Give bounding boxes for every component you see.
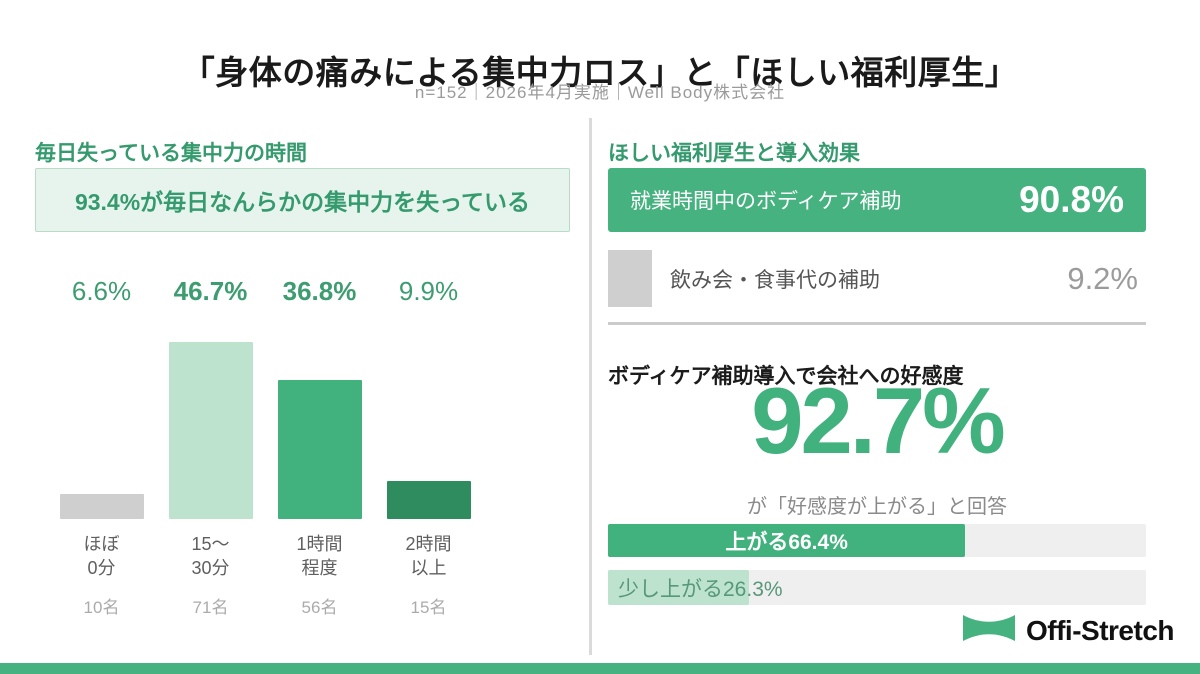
category-label: ほぼ 0分 bbox=[83, 534, 120, 578]
stretch-band-icon bbox=[962, 613, 1016, 648]
bar-column: 36.8% 1時間 程度 56名 bbox=[265, 276, 374, 618]
bottom-accent-strip bbox=[0, 663, 1200, 674]
focus-loss-bar-chart: 6.6% ほぼ 0分 10名 46.7% 15〜 30分 71名 36.8% bbox=[47, 276, 483, 618]
count-label: 56名 bbox=[301, 598, 338, 617]
percent-label: 46.7% bbox=[173, 276, 248, 306]
category-label: 15〜 30分 bbox=[191, 534, 230, 578]
survey-meta: n=152｜2026年4月実施｜Well Body株式会社 bbox=[414, 83, 786, 102]
bar bbox=[168, 342, 253, 519]
bar bbox=[277, 380, 362, 519]
percent-label: 9.9% bbox=[398, 276, 459, 306]
bar bbox=[59, 494, 144, 519]
highlight-banner: 93.4%が毎日なんらかの集中力を失っている bbox=[35, 168, 570, 232]
favorability-value: 92.7% bbox=[751, 368, 1006, 473]
slightly-agree-bar-label: 少し上がる26.3% bbox=[618, 577, 783, 601]
bar-column: 46.7% 15〜 30分 71名 bbox=[156, 276, 265, 618]
count-label: 71名 bbox=[192, 598, 229, 617]
secondary-benefit-label: 飲み会・食事代の補助 bbox=[670, 268, 880, 292]
category-label: 2時間 以上 bbox=[405, 534, 452, 578]
bar-column: 9.9% 2時間 以上 15名 bbox=[374, 276, 483, 618]
brand-name: Offi-Stretch bbox=[1026, 614, 1175, 646]
top-benefit-bar: 就業時間中のボディケア補助 90.8% bbox=[608, 168, 1146, 232]
page-title: 「身体の痛みによる集中力ロス」と「ほしい福利厚生」 bbox=[181, 54, 1019, 92]
slightly-agree-bar-fill bbox=[608, 570, 750, 605]
top-benefit-label: 就業時間中のボディケア補助 bbox=[630, 190, 902, 213]
brand-logo: Offi-Stretch bbox=[962, 613, 1175, 648]
category-label: 1時間 程度 bbox=[296, 534, 343, 578]
column-divider bbox=[589, 118, 592, 655]
section-divider bbox=[608, 322, 1146, 325]
secondary-benefit-row: 飲み会・食事代の補助 9.2% bbox=[608, 250, 1146, 307]
slightly-agree-bar-track: 少し上がる26.3% bbox=[608, 570, 1146, 605]
left-section-heading: 毎日失っている集中力の時間 bbox=[35, 142, 307, 166]
percent-label: 36.8% bbox=[282, 276, 357, 306]
bar-column: 6.6% ほぼ 0分 10名 bbox=[47, 276, 156, 618]
right-section-heading: ほしい福利厚生と導入効果 bbox=[608, 142, 860, 166]
percent-label: 6.6% bbox=[71, 276, 132, 306]
highlight-text: 93.4%が毎日なんらかの集中力を失っている bbox=[74, 189, 531, 215]
top-benefit-value: 90.8% bbox=[1019, 179, 1124, 220]
count-label: 15名 bbox=[410, 598, 447, 617]
agree-bar-fill: 上がる66.4% bbox=[608, 524, 966, 557]
bar bbox=[386, 481, 471, 519]
secondary-benefit-value: 9.2% bbox=[1067, 260, 1138, 296]
favorability-heading: ボディケア補助導入で会社への好感度 bbox=[608, 365, 964, 388]
agree-bar-track: 上がる66.4% bbox=[608, 524, 1146, 557]
favorability-note: が「好感度が上がる」と回答 bbox=[747, 496, 1007, 518]
agree-bar-label: 上がる66.4% bbox=[725, 530, 848, 554]
count-label: 10名 bbox=[83, 598, 120, 617]
gray-swatch bbox=[608, 250, 652, 307]
